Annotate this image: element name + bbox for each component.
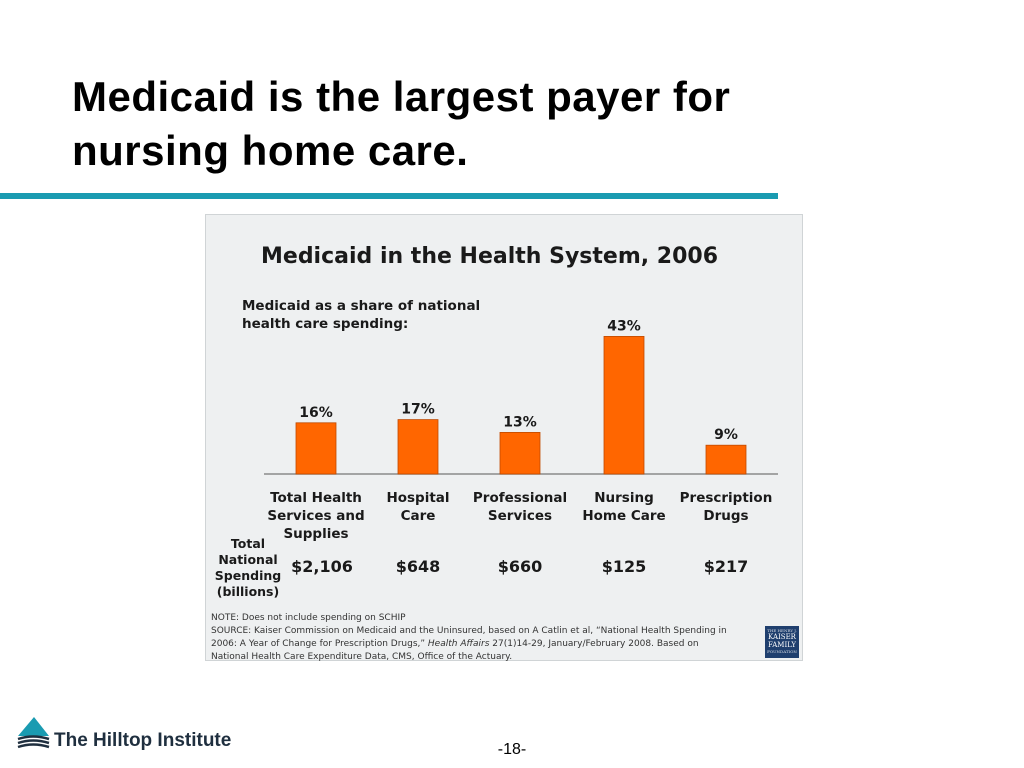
chart-title: Medicaid in the Health System, 2006 [261, 244, 718, 269]
bar-value-label: 17% [401, 402, 435, 418]
spending-value: $660 [498, 557, 543, 576]
chart-subtitle-line: health care spending: [242, 316, 408, 332]
chart-source-line: SOURCE: Kaiser Commission on Medicaid an… [211, 626, 727, 636]
chart-panel: Medicaid in the Health System, 2006 Medic… [205, 214, 803, 662]
page-number: -18- [497, 741, 527, 758]
bar-value-label: 13% [503, 414, 537, 430]
bar-value-label: 43% [607, 318, 641, 334]
spending-value: $648 [396, 557, 441, 576]
spending-row-label: (billions) [217, 584, 279, 599]
spending-value: $125 [602, 557, 647, 576]
slide-title: Medicaid is the largest payer for nursin… [72, 73, 731, 174]
category-label: Professional [473, 490, 567, 506]
bar-value-label: 16% [299, 405, 333, 421]
bar-value-label: 9% [714, 427, 738, 443]
bar [499, 431, 541, 475]
category-label: Hospital [386, 490, 449, 506]
category-label: Drugs [703, 508, 748, 524]
category-label: Services [488, 508, 552, 524]
chart-source-line: 2006: A Year of Change for Prescription … [211, 639, 699, 649]
spending-value: $217 [704, 557, 749, 576]
title-rule [0, 193, 778, 199]
chart-note: NOTE: Does not include spending on SCHIP [211, 613, 406, 623]
bar-chart: Medicaid in the Health System, 2006 Medic… [211, 244, 778, 662]
spending-row-label: Spending [215, 568, 281, 583]
bar [397, 419, 439, 475]
category-label: Home Care [582, 508, 665, 524]
hilltop-logo-icon [17, 717, 50, 749]
spending-value: $2,106 [291, 557, 353, 576]
spending-row-label: National [218, 552, 277, 567]
kaiser-family-foundation-logo: THE HENRY J. KAISER FAMILY FOUNDATION [765, 626, 799, 658]
chart-subtitle-line: Medicaid as a share of national [242, 298, 480, 314]
bar [295, 422, 337, 475]
bar [705, 444, 747, 475]
category-label: Nursing [594, 490, 654, 506]
category-label: Total Health [270, 490, 362, 506]
category-label: Care [401, 508, 436, 524]
category-label: Supplies [283, 526, 348, 542]
bar [603, 336, 645, 475]
hilltop-institute-name: The Hilltop Institute [54, 730, 232, 751]
category-label: Prescription [680, 490, 773, 506]
chart-source-line: National Health Care Expenditure Data, C… [211, 652, 512, 662]
spending-row-label: Total [231, 536, 265, 551]
category-label: Services and [267, 508, 364, 524]
